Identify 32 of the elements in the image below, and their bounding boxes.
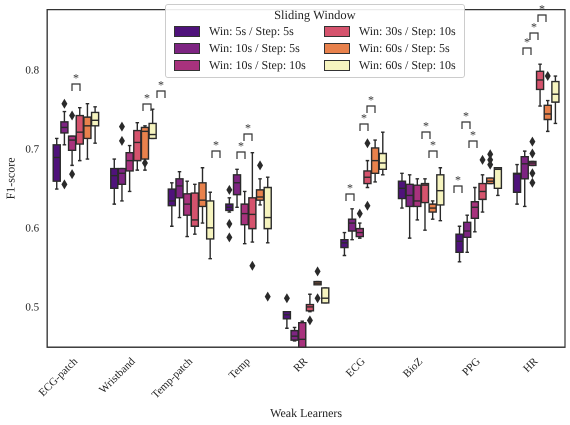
y-tick-label: 0.7	[25, 143, 40, 156]
annotation: *	[347, 181, 353, 196]
legend-label: Win: 60s / Step: 5s	[358, 41, 450, 56]
annotation: *	[531, 20, 537, 34]
annotation: *	[470, 128, 476, 142]
annotation: *	[158, 78, 164, 92]
y-tick-label: 0.6	[25, 222, 40, 235]
legend-title: Sliding Window	[273, 8, 357, 23]
annotation: *	[524, 35, 530, 50]
annotation: *	[144, 91, 150, 106]
annotation: *	[423, 119, 429, 134]
annotation: *	[238, 139, 244, 154]
x-tick-label: PPG	[460, 356, 483, 378]
annotation: *	[463, 109, 469, 124]
annotation: *	[455, 173, 461, 188]
legend-label: Win: 10s / Step: 10s	[209, 58, 306, 73]
y-tick-label: 0.5	[25, 302, 40, 314]
legend-label: Win: 60s / Step: 10s	[358, 58, 456, 73]
annotation: *	[361, 111, 367, 126]
x-axis-title: Weak Learners	[270, 406, 342, 420]
annotation: *	[430, 138, 436, 152]
y-tick-label: 0.8	[25, 64, 40, 76]
annotation: *	[368, 93, 374, 108]
y-axis-title: F1-score	[3, 157, 18, 200]
x-tick-label: RR	[291, 355, 311, 374]
x-tick-label: HR	[521, 355, 541, 375]
annotation: *	[213, 138, 219, 152]
annotation: *	[73, 71, 79, 86]
legend-label: Win: 30s / Step: 10s	[358, 24, 456, 39]
legend-label: Win: 5s / Step: 5s	[209, 24, 294, 39]
annotation: *	[245, 121, 251, 136]
legend-label: Win: 10s / Step: 5s	[209, 41, 300, 56]
